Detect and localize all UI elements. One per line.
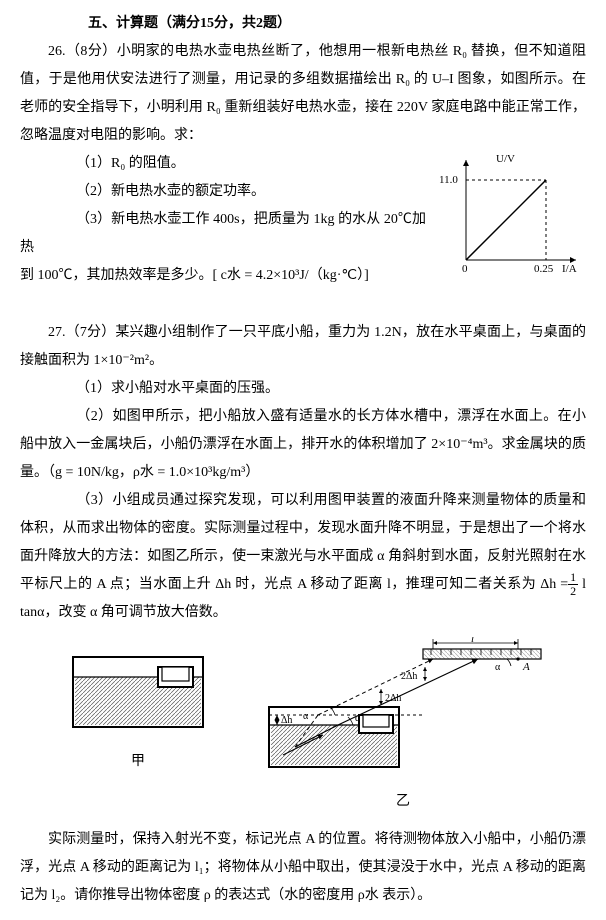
a-label: A [522, 661, 530, 673]
q27-sub2: （2）如图甲所示，把小船放入盛有适量水的长方体水槽中，漂浮在水面上。在小船中放入… [20, 403, 586, 487]
section-title: 五、计算题（满分15分，共2题） [60, 10, 586, 38]
figure-jia-label: 甲 [63, 748, 213, 776]
2dh-label-2: 2Δh [401, 671, 417, 682]
figure-yi-label: 乙 [263, 788, 543, 816]
alpha-label-1: α [355, 713, 361, 724]
alpha-label-3: α [495, 662, 501, 673]
q27-tail: 实际测量时，保持入射光不变，标记光点 A 的位置。将待测物体放入小船中，小船仍漂… [20, 826, 586, 910]
x-axis-label: I/A [562, 263, 577, 275]
figure-row: 甲 [20, 637, 586, 816]
q26-chart: U/V I/A 11.0 0.25 0 [436, 150, 586, 291]
alpha-label-2: α [303, 711, 309, 722]
q27-sub3: （3）小组成员通过探究发现，可以利用图甲装置的液面升降来测量物体的质量和体积，从… [20, 487, 586, 627]
x-tick: 0.25 [534, 263, 554, 275]
figure-jia: 甲 [63, 637, 213, 816]
q27-stem: 27.（7分）某兴趣小组制作了一只平底小船，重力为 1.2N，放在水平桌面上，与… [20, 319, 586, 375]
l-label: l [471, 637, 474, 645]
2dh-label-1: 2Δh [385, 693, 401, 704]
origin: 0 [462, 263, 468, 275]
dh-label: Δh [281, 715, 292, 726]
figure-yi: Δh α α α [263, 637, 543, 816]
y-tick: 11.0 [439, 174, 458, 186]
q27-sub1: （1）求小船对水平桌面的压强。 [20, 375, 586, 403]
y-axis-label: U/V [496, 153, 515, 165]
q26-stem: 26.（8分）小明家的电热水壶电热丝断了，他想用一根新电热丝 R₀ 替换，但不知… [20, 38, 586, 150]
